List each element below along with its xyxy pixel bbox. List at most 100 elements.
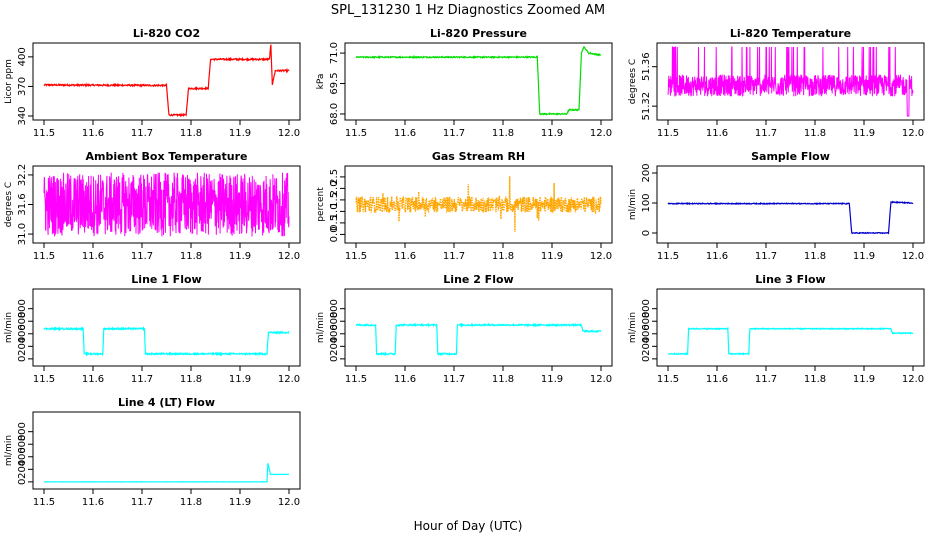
data-series-line	[43, 325, 290, 357]
x-tick-label: 11.7	[755, 128, 777, 139]
y-axis-label: percent	[316, 187, 326, 222]
y-tick-label: 400	[329, 324, 340, 343]
plot-frame	[32, 42, 301, 121]
panel-title: Gas Stream RH	[432, 150, 525, 163]
plot-frame	[32, 411, 301, 490]
x-tick-label: 12.0	[590, 251, 612, 262]
y-tick-label: 200	[17, 460, 28, 479]
panel-5: Gas Stream RH percent 11.5 11.6 11.7 11.8 11.9…	[316, 150, 613, 262]
x-tick-label: 12.0	[278, 251, 300, 262]
panel-title: Sample Flow	[751, 150, 830, 163]
figure-title: SPL_131230 1 Hz Diagnostics Zoomed AM	[331, 3, 605, 18]
x-tick-label: 11.8	[804, 128, 826, 139]
y-axis-label: degrees C	[4, 182, 14, 227]
y-tick-label: 200	[641, 337, 652, 356]
x-tick-label: 11.8	[804, 374, 826, 385]
x-tick-label: 11.9	[229, 128, 251, 139]
x-tick-label: 11.9	[541, 251, 563, 262]
y-tick-label: 31.6	[17, 193, 28, 215]
y-tick-label: 200	[329, 337, 340, 356]
panel-3: Li-820 Temperature degrees C 11.5 11.6 11.7 1…	[628, 27, 925, 139]
x-tick-label: 12.0	[278, 128, 300, 139]
panel-4: Ambient Box Temperature degrees C 11.5 11.6…	[4, 150, 301, 262]
x-tick-label: 11.6	[394, 374, 416, 385]
panel-title: Li-820 Temperature	[730, 27, 851, 40]
x-tick-label: 11.9	[229, 374, 251, 385]
y-tick-label: 400	[17, 324, 28, 343]
x-tick-label: 11.8	[180, 251, 202, 262]
y-tick-label: 0	[641, 356, 652, 362]
data-series-line	[355, 46, 602, 116]
x-tick-label: 11.7	[131, 497, 153, 508]
x-tick-label: 12.0	[590, 374, 612, 385]
y-tick-label: 0	[17, 356, 28, 362]
y-tick-label: 71.0	[329, 42, 340, 64]
x-tick-label: 12.0	[278, 497, 300, 508]
y-tick-label: 200	[17, 337, 28, 356]
x-tick-label: 11.9	[541, 128, 563, 139]
data-series-line	[667, 200, 914, 235]
y-tick-label: 800	[17, 422, 28, 441]
y-tick-label: 1.5	[329, 192, 340, 208]
data-series-line	[667, 326, 914, 356]
y-tick-label: 600	[17, 312, 28, 331]
x-tick-label: 11.7	[131, 128, 153, 139]
panel-2: Li-820 Pressure kPa 11.5 11.6 11.7 11.8 11.9 12…	[316, 27, 613, 139]
x-tick-label: 12.0	[278, 374, 300, 385]
panel-title: Line 3 Flow	[755, 273, 825, 286]
y-tick-label: 2.5	[329, 169, 340, 185]
x-tick-label: 11.6	[82, 374, 104, 385]
panel-9: Line 3 Flow ml/min 11.5 11.6 11.7 11.8 11.9 12.…	[628, 273, 925, 385]
y-tick-label: 0	[329, 356, 340, 362]
panel-title: Line 2 Flow	[443, 273, 513, 286]
panel-7: Line 1 Flow ml/min 11.5 11.6 11.7 11.8 11.9 12.…	[4, 273, 301, 385]
x-tick-label: 11.8	[804, 251, 826, 262]
y-axis-label: ml/min	[4, 312, 14, 343]
x-tick-label: 11.5	[33, 251, 55, 262]
x-tick-label: 11.9	[229, 497, 251, 508]
y-tick-label: 51.36	[641, 52, 652, 81]
panel-title: Line 4 (LT) Flow	[118, 396, 215, 409]
x-tick-label: 11.8	[180, 128, 202, 139]
x-tick-label: 11.9	[853, 374, 875, 385]
y-axis-label: ml/min	[4, 435, 14, 466]
x-tick-label: 11.5	[33, 374, 55, 385]
panel-title: Line 1 Flow	[131, 273, 201, 286]
y-tick-label: 800	[329, 299, 340, 318]
x-tick-label: 11.6	[82, 251, 104, 262]
x-tick-label: 11.7	[131, 374, 153, 385]
x-tick-label: 11.6	[82, 128, 104, 139]
data-series-line	[355, 322, 602, 357]
x-tick-label: 11.5	[657, 374, 679, 385]
y-tick-label: 32.2	[17, 164, 28, 186]
y-tick-label: 1.0	[329, 203, 340, 219]
plot-frame	[656, 288, 925, 367]
x-tick-label: 11.5	[657, 128, 679, 139]
y-tick-label: 2.0	[329, 180, 340, 196]
x-tick-label: 11.6	[706, 128, 728, 139]
x-tick-label: 11.7	[755, 374, 777, 385]
y-tick-label: 800	[641, 299, 652, 318]
x-tick-label: 11.7	[443, 128, 465, 139]
y-tick-label: 400	[17, 47, 28, 66]
y-tick-label: 68.0	[329, 103, 340, 125]
x-tick-label: 12.0	[590, 128, 612, 139]
panel-title: Li-820 Pressure	[430, 27, 527, 40]
y-tick-label: 400	[641, 324, 652, 343]
y-axis-label: kPa	[316, 74, 326, 90]
y-tick-label: 100	[641, 193, 652, 212]
y-axis-label: ml/min	[316, 312, 326, 343]
y-tick-label: 600	[17, 435, 28, 454]
y-tick-label: 800	[17, 299, 28, 318]
y-tick-label: 600	[641, 312, 652, 331]
x-tick-label: 11.7	[443, 374, 465, 385]
x-tick-label: 12.0	[902, 251, 924, 262]
y-tick-label: 0.0	[329, 226, 340, 242]
figure-x-axis-label: Hour of Day (UTC)	[414, 519, 523, 533]
x-tick-label: 11.6	[394, 128, 416, 139]
x-tick-label: 12.0	[902, 128, 924, 139]
panel-1: Li-820 CO2 Licor ppm 11.5 11.6 11.7 11.8 11.9 1…	[4, 27, 301, 139]
x-tick-label: 11.7	[443, 251, 465, 262]
data-series-line	[43, 172, 290, 237]
x-tick-label: 11.5	[657, 251, 679, 262]
